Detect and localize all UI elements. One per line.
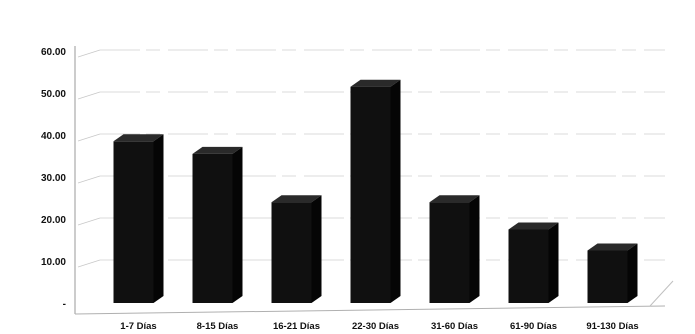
bar <box>192 146 243 303</box>
bar-side-face <box>153 134 164 303</box>
x-tick-label: 31-60 Días <box>431 321 478 332</box>
y-tick-label: 20.00 <box>41 215 66 226</box>
x-axis-ticks: 1-7 Días 8-15 Días 16-21 Días 22-30 Días 31-… <box>120 321 638 332</box>
bar-side-face <box>469 195 480 303</box>
bar-front-face <box>113 141 154 303</box>
bar <box>113 134 164 303</box>
gridline-diagonal <box>77 175 101 184</box>
bar <box>587 243 638 303</box>
bar-front-face <box>429 202 470 303</box>
gridline-diagonal <box>77 49 101 58</box>
gridline-diagonal <box>77 259 101 268</box>
floor-edge <box>649 280 674 307</box>
gridline-diagonal <box>77 91 101 100</box>
bar-top-face <box>271 195 322 203</box>
y-tick-label: 30.00 <box>41 173 66 184</box>
bar-top-face <box>508 222 559 230</box>
bar <box>350 79 401 303</box>
bar-front-face <box>271 202 312 303</box>
bar-side-face <box>232 146 243 303</box>
y-tick-label: 40.00 <box>41 131 66 142</box>
y-tick-label: 10.00 <box>41 257 66 268</box>
axes <box>74 46 674 315</box>
bar <box>429 195 480 303</box>
bar-top-face <box>429 195 480 203</box>
bars <box>113 79 638 303</box>
bar-front-face <box>508 229 549 303</box>
y-tick-label: - <box>63 299 66 310</box>
bar-side-face <box>548 222 559 303</box>
y-axis-ticks: - 10.00 20.00 30.00 40.00 50.00 60.00 <box>41 47 66 310</box>
bar <box>271 195 322 303</box>
bar <box>508 222 559 303</box>
x-tick-label: 16-21 Días <box>273 321 320 332</box>
x-tick-label: 22-30 Días <box>352 321 399 332</box>
bar-front-face <box>587 250 628 303</box>
bar-front-face <box>350 86 391 303</box>
bar-top-face <box>113 134 164 142</box>
bar-top-face <box>192 146 243 154</box>
gridline-diagonal <box>77 133 101 142</box>
bar-top-face <box>587 243 638 251</box>
bar-side-face <box>390 79 401 303</box>
bar-front-face <box>192 153 233 303</box>
x-tick-label: 1-7 Días <box>120 321 156 332</box>
x-tick-label: 8-15 Días <box>197 321 239 332</box>
x-axis-line <box>74 305 666 315</box>
bar-side-face <box>311 195 322 303</box>
bar-top-face <box>350 79 401 87</box>
bar-side-face <box>627 243 638 303</box>
x-tick-label: 61-90 Días <box>510 321 557 332</box>
x-tick-label: 91-130 Días <box>586 321 638 332</box>
y-tick-label: 60.00 <box>41 47 66 58</box>
y-tick-label: 50.00 <box>41 89 66 100</box>
gridline-diagonal <box>77 217 101 226</box>
